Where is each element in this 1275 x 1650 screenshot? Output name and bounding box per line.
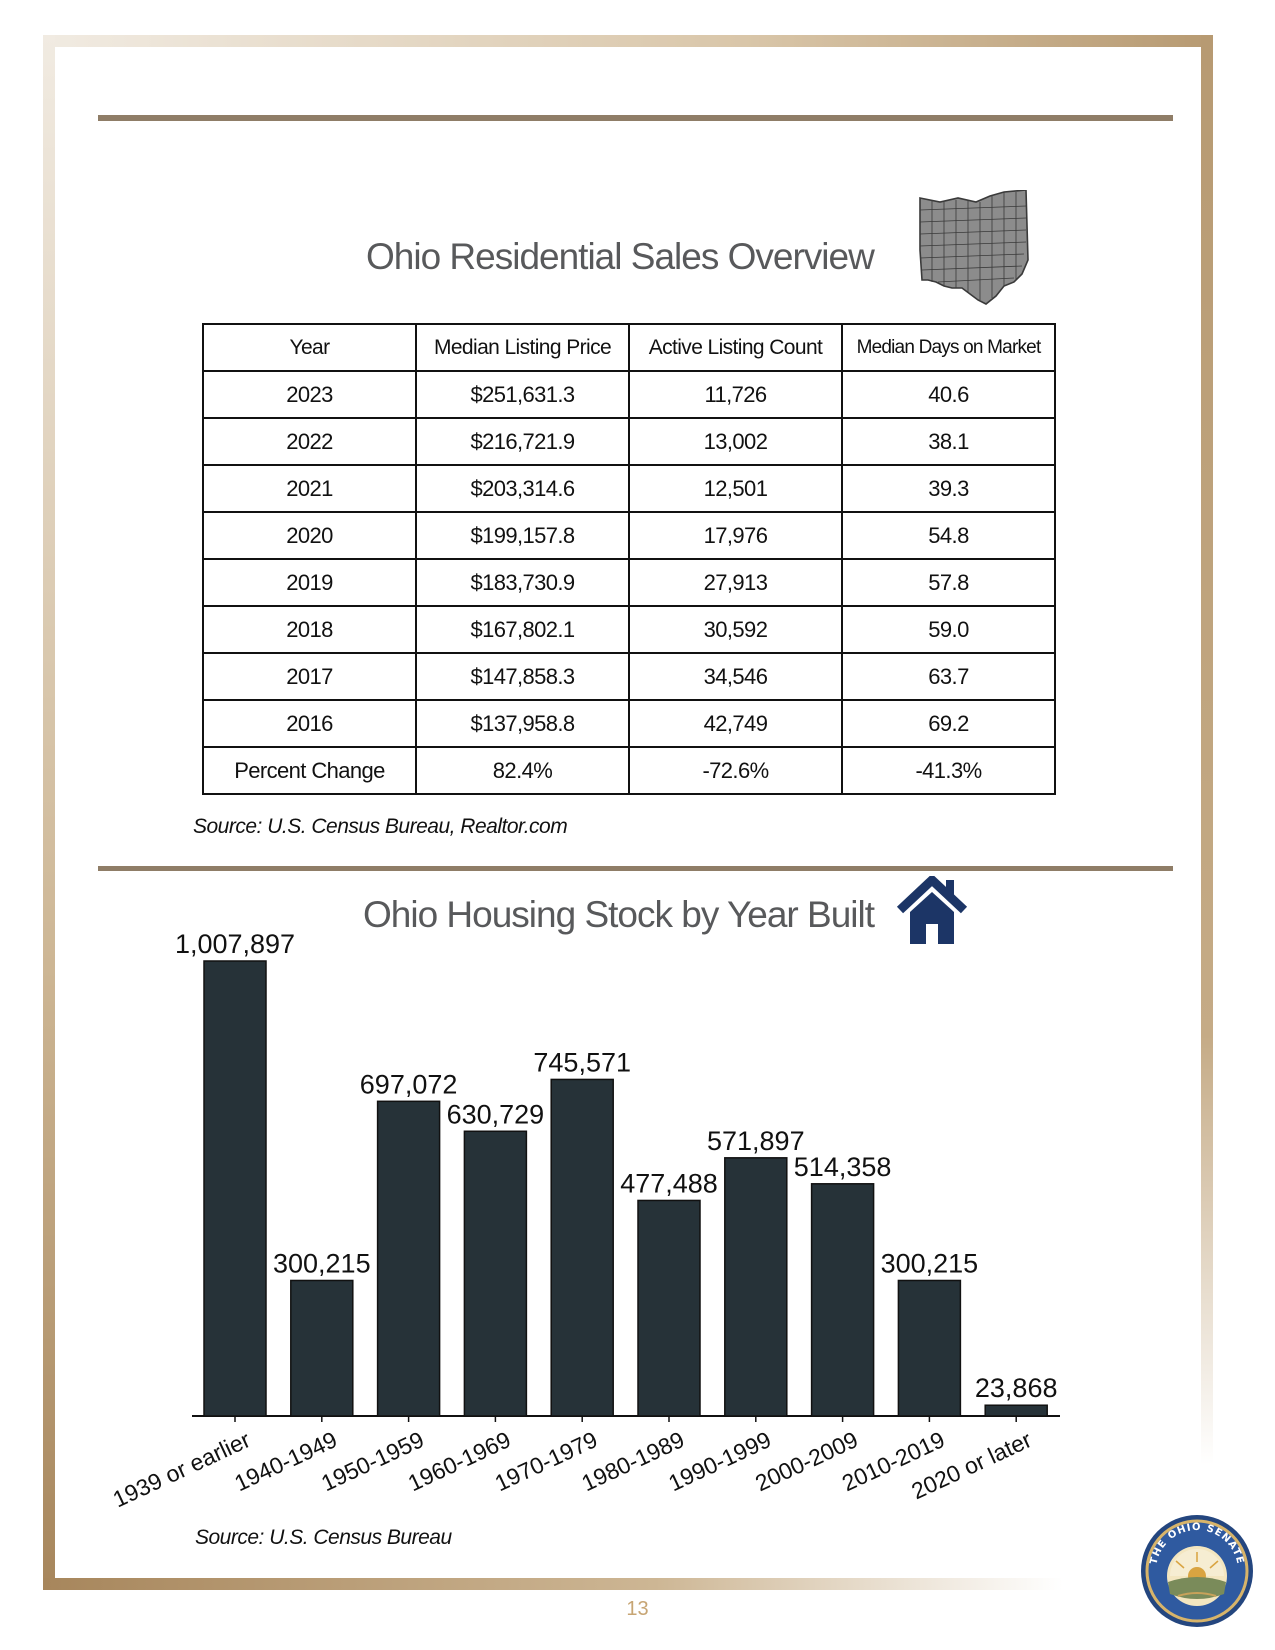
page-frame-left: [43, 35, 55, 1590]
chart-data-label: 571,897: [707, 1126, 805, 1156]
housing-source-note: Source: U.S. Census Bureau: [195, 1526, 452, 1549]
table-cell: 63.7: [841, 652, 1056, 701]
column-header: Year: [202, 323, 417, 372]
table-header-row: Year Median Listing Price Active Listing…: [202, 323, 1056, 372]
table-cell: 13,002: [628, 417, 843, 466]
chart-data-label: 477,488: [620, 1168, 718, 1198]
chart-data-label: 514,358: [794, 1152, 892, 1182]
chart-bar: [984, 1404, 1048, 1417]
table-cell: 38.1: [841, 417, 1056, 466]
chart-data-label: 300,215: [881, 1248, 979, 1278]
table-cell: 2021: [202, 464, 417, 513]
chart-bar: [810, 1183, 875, 1417]
ohio-map-icon: [919, 190, 1029, 305]
table-cell: 2020: [202, 511, 417, 560]
table-cell: $147,858.3: [415, 652, 630, 701]
table-cell: $167,802.1: [415, 605, 630, 654]
table-cell: 2019: [202, 558, 417, 607]
chart-bar: [637, 1199, 701, 1417]
table-cell: $183,730.9: [415, 558, 630, 607]
table-cell: 40.6: [841, 370, 1056, 419]
table-row: 2022 $216,721.9 13,002 38.1: [202, 417, 1056, 466]
table-row: 2020 $199,157.8 17,976 54.8: [202, 511, 1056, 560]
chart-bar: [724, 1157, 788, 1417]
table-row: 2016 $137,958.8 42,749 69.2: [202, 699, 1056, 748]
table-cell: $137,958.8: [415, 699, 630, 748]
table-cell: $216,721.9: [415, 417, 630, 466]
table-cell: 82.4%: [415, 746, 630, 795]
column-header: Active Listing Count: [628, 323, 843, 372]
table-cell: $199,157.8: [415, 511, 630, 560]
chart-data-label: 697,072: [360, 1069, 458, 1099]
page-frame-bottom: [43, 1578, 1063, 1590]
column-header: Median Listing Price: [415, 323, 630, 372]
table-cell: 57.8: [841, 558, 1056, 607]
table-cell: 54.8: [841, 511, 1056, 560]
chart-data-label: 1,007,897: [175, 929, 295, 959]
column-header: Median Days on Market: [841, 323, 1056, 372]
table-cell: 2018: [202, 605, 417, 654]
table-cell: 42,749: [628, 699, 843, 748]
table-cell: $251,631.3: [415, 370, 630, 419]
table-row: 2019 $183,730.9 27,913 57.8: [202, 558, 1056, 607]
table-row: 2018 $167,802.1 30,592 59.0: [202, 605, 1056, 654]
chart-data-label: 630,729: [447, 1099, 545, 1129]
chart-bar: [463, 1130, 528, 1417]
chart-data-label: 745,571: [533, 1047, 631, 1077]
table-cell: 17,976: [628, 511, 843, 560]
section-divider-middle: [98, 866, 1173, 871]
chart-bar: [203, 960, 267, 1417]
chart-data-label: 300,215: [273, 1248, 371, 1278]
sales-overview-table: Year Median Listing Price Active Listing…: [202, 323, 1056, 795]
table-cell: -41.3%: [841, 746, 1056, 795]
table-cell: 39.3: [841, 464, 1056, 513]
table-cell: 12,501: [628, 464, 843, 513]
sales-source-note: Source: U.S. Census Bureau, Realtor.com: [193, 815, 568, 838]
table-cell: Percent Change: [202, 746, 417, 795]
chart-bar: [290, 1279, 354, 1417]
house-icon: [896, 876, 968, 944]
chart-category-label: 1939 or earlier: [109, 1426, 255, 1512]
table-cell: 2023: [202, 370, 417, 419]
page-frame-right: [1201, 35, 1213, 1465]
section-divider-top: [98, 115, 1173, 121]
table-row: 2023 $251,631.3 11,726 40.6: [202, 370, 1056, 419]
table-cell: 30,592: [628, 605, 843, 654]
table-cell: 34,546: [628, 652, 843, 701]
table-cell: 2022: [202, 417, 417, 466]
table-row: 2021 $203,314.6 12,501 39.3: [202, 464, 1056, 513]
table-cell: 27,913: [628, 558, 843, 607]
chart-bar: [897, 1279, 962, 1417]
table-row: 2017 $147,858.3 34,546 63.7: [202, 652, 1056, 701]
page-frame-top: [43, 35, 1213, 47]
chart-bar: [376, 1100, 441, 1417]
ohio-senate-seal: THE OHIO SENATE: [1141, 1515, 1253, 1627]
chart-data-label: 23,868: [975, 1373, 1058, 1403]
housing-stock-title: Ohio Housing Stock by Year Built: [363, 894, 875, 935]
table-cell: $203,314.6: [415, 464, 630, 513]
chart-bar: [550, 1078, 614, 1417]
page-number: 13: [626, 1598, 649, 1620]
table-row-percent-change: Percent Change 82.4% -72.6% -41.3%: [202, 746, 1056, 795]
table-cell: 11,726: [628, 370, 843, 419]
table-cell: -72.6%: [628, 746, 843, 795]
table-cell: 59.0: [841, 605, 1056, 654]
table-cell: 69.2: [841, 699, 1056, 748]
table-cell: 2016: [202, 699, 417, 748]
sales-overview-title: Ohio Residential Sales Overview: [366, 236, 875, 277]
table-cell: 2017: [202, 652, 417, 701]
